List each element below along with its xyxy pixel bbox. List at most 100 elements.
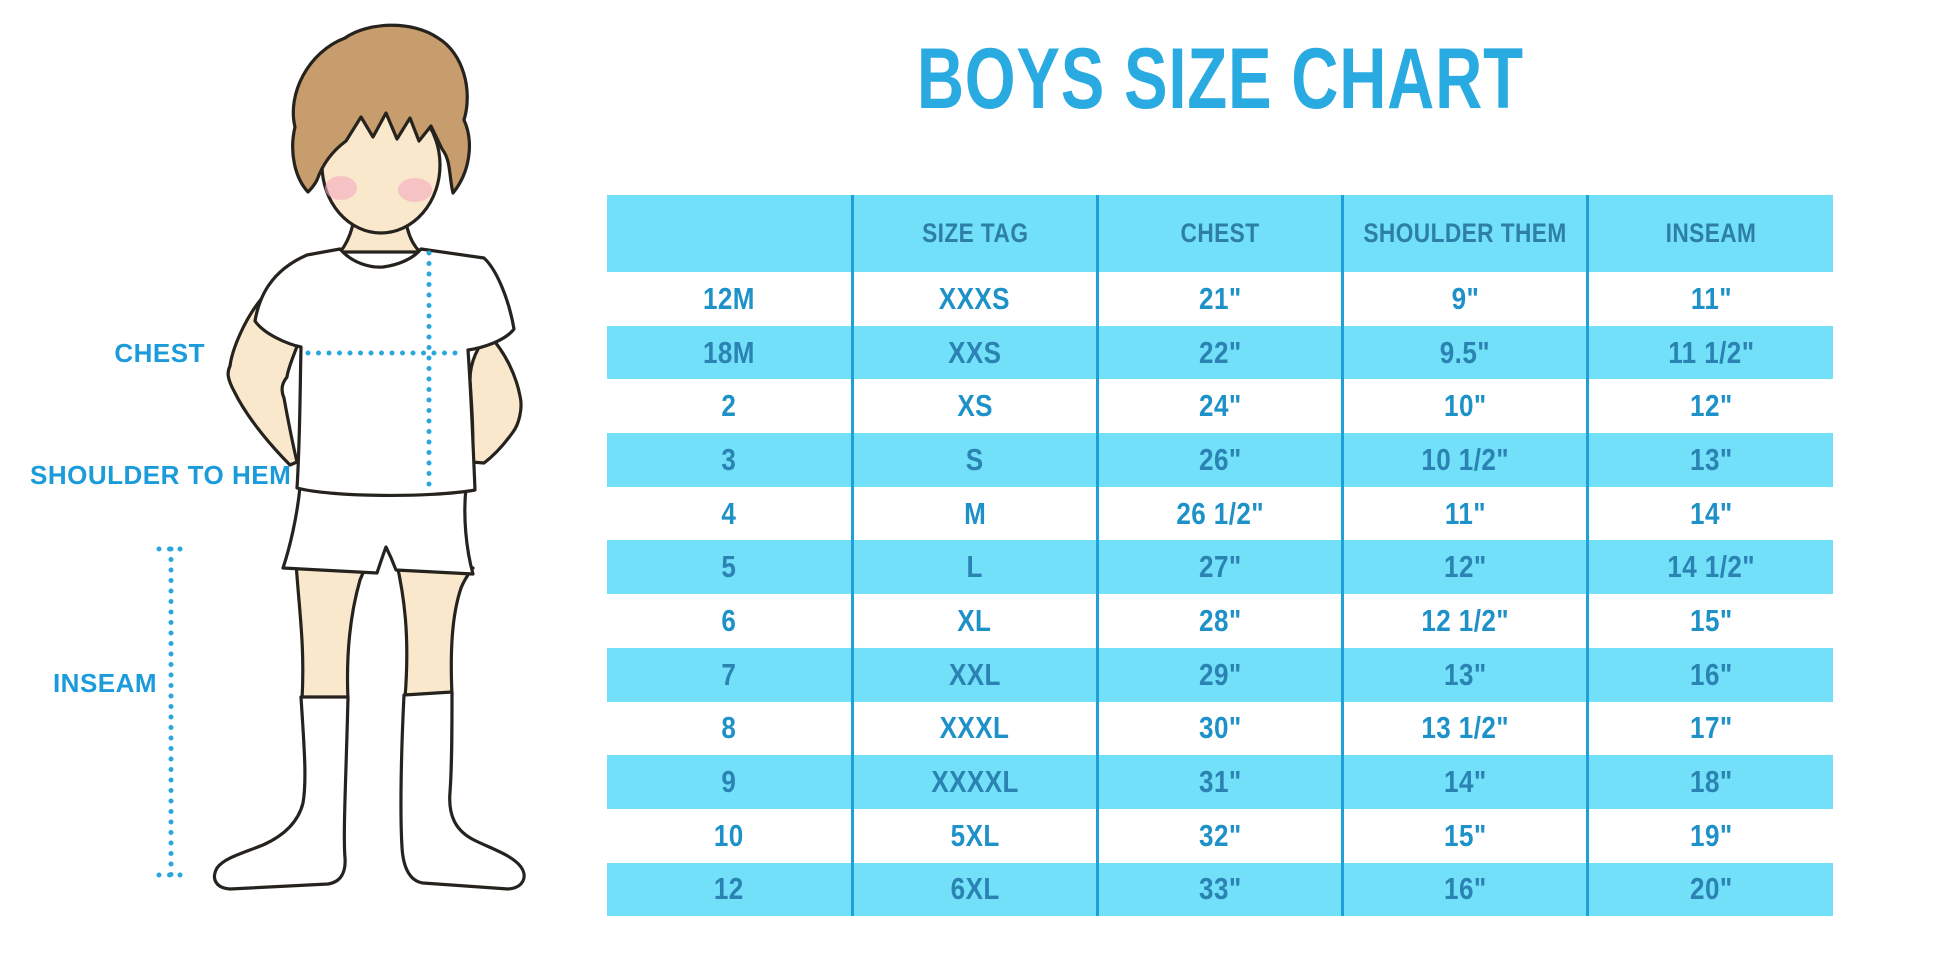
table-cell: 13 1/2" [1341, 701, 1588, 756]
table-row: 3 S 26" 10 1/2" 13" [607, 433, 1833, 487]
table-cell: 12 [607, 862, 853, 917]
table-cell: 13" [1586, 433, 1833, 487]
table-row: 18M XXS 22" 9.5" 11 1/2" [607, 325, 1833, 380]
table-cell: 6XL [850, 862, 1098, 917]
cell-text: 12" [1443, 549, 1487, 585]
t-shirt [253, 247, 516, 498]
cell-text: 12 [713, 871, 744, 907]
cell-text: 5XL [950, 817, 1000, 853]
cell-text: XL [957, 602, 992, 638]
table-cell: M [850, 486, 1098, 541]
cell-text: 8 [721, 710, 737, 746]
cell-text: 5 [721, 549, 737, 585]
cell-text: L [966, 549, 983, 585]
hair [291, 23, 471, 195]
header-cell-chest: CHEST [1095, 195, 1343, 272]
table-cell: 9" [1341, 272, 1588, 326]
cell-text: 13" [1689, 441, 1733, 477]
table-cell: 32" [1095, 808, 1343, 863]
table-cell: 14 1/2" [1586, 540, 1833, 595]
cell-text: 9" [1451, 280, 1479, 316]
table-cell: 7 [607, 647, 853, 702]
table-cell: 29" [1095, 647, 1343, 702]
right-blush [398, 178, 432, 202]
table-row: 10 5XL 32" 15" 19" [607, 808, 1833, 863]
table-cell: 18" [1586, 755, 1833, 809]
cell-text: 31" [1198, 764, 1242, 800]
cell-text: 15" [1443, 817, 1487, 853]
table-cell: 18M [607, 325, 853, 380]
table-row: 4 M 26 1/2" 11" 14" [607, 486, 1833, 541]
table-cell: 21" [1095, 272, 1343, 326]
table-row: 12M XXXS 21" 9" 11" [607, 272, 1833, 326]
table-cell: 10 [607, 809, 852, 863]
table-cell: 30" [1095, 701, 1343, 756]
header-text: CHEST [1180, 218, 1260, 248]
table-cell: 10" [1341, 379, 1588, 434]
header-cell-blank [607, 195, 853, 272]
table-row: 7 XXL 29" 13" 16" [607, 647, 1833, 702]
cell-text: 28" [1198, 602, 1242, 638]
cell-text: 10" [1443, 388, 1487, 424]
cell-text: 3 [721, 441, 737, 477]
cell-text: 21" [1198, 280, 1242, 316]
left-blush [325, 176, 357, 200]
right-sock [399, 690, 526, 891]
table-cell: 24" [1095, 379, 1343, 434]
table-cell: 27" [1095, 540, 1343, 595]
inseam-label: INSEAM [52, 668, 158, 698]
header-cell-size-tag: SIZE TAG [850, 195, 1098, 272]
table-cell: 31" [1095, 755, 1343, 809]
cell-text: 6 [721, 602, 737, 638]
header-text: INSEAM [1665, 218, 1757, 248]
table-cell: 22" [1095, 325, 1343, 380]
right-leg [394, 558, 475, 700]
boy-measurement-illustration [156, 23, 526, 891]
cell-text: 6XL [950, 871, 1000, 907]
table-row: 9 XXXXL 31" 14" 18" [607, 755, 1833, 809]
cell-text: XXL [948, 656, 1001, 692]
table-cell: 11" [1586, 272, 1833, 326]
cell-text: 14" [1689, 495, 1733, 531]
table-cell: 12M [607, 272, 852, 326]
cell-text: 29" [1198, 656, 1242, 692]
cell-text: M [963, 495, 986, 531]
header-cell-shoulder: SHOULDER THEM [1341, 195, 1588, 272]
table-row: 6 XL 28" 12 1/2" 15" [607, 594, 1833, 648]
table-cell: XXXS [850, 272, 1098, 326]
chest-label: CHEST [114, 338, 205, 368]
table-cell: 11" [1341, 486, 1588, 541]
shoulder-to-hem-label: SHOULDER TO HEM [30, 460, 292, 490]
size-table-body: 12M XXXS 21" 9" 11" 18M XXS 22" 9.5" 11 1/2" 2 XS 24… [607, 272, 1833, 917]
table-cell: 12" [1341, 540, 1588, 595]
table-cell: 16" [1341, 862, 1588, 917]
table-cell: 5XL [850, 808, 1098, 863]
cell-text: 24" [1198, 388, 1242, 424]
table-cell: XXS [850, 325, 1098, 380]
page-title-text: BOYS SIZE CHART [916, 31, 1524, 127]
left-sock [212, 695, 350, 891]
cell-text: 2 [721, 388, 737, 424]
cell-text: 14" [1443, 764, 1487, 800]
cell-text: XXS [948, 334, 1002, 370]
cell-text: 15" [1689, 602, 1733, 638]
cell-text: 10 1/2" [1421, 441, 1509, 477]
table-cell: 28" [1095, 594, 1343, 648]
table-cell: XXXL [850, 701, 1098, 756]
table-row: 2 XS 24" 10" 12" [607, 379, 1833, 434]
table-cell: 16" [1586, 647, 1833, 702]
cell-text: 11" [1690, 280, 1732, 316]
table-cell: 26" [1095, 433, 1343, 487]
cell-text: 13 1/2" [1421, 710, 1509, 746]
cell-text: 32" [1198, 817, 1242, 853]
header-cell-inseam: INSEAM [1586, 195, 1833, 272]
cell-text: 16" [1443, 871, 1487, 907]
shorts [281, 485, 475, 576]
cell-text: 9.5" [1440, 334, 1491, 370]
page-title: BOYS SIZE CHART [607, 30, 1833, 129]
cell-text: 26 1/2" [1176, 495, 1264, 531]
table-cell: 5 [607, 540, 853, 595]
right-arm [468, 333, 523, 465]
table-cell: 14" [1341, 755, 1588, 809]
